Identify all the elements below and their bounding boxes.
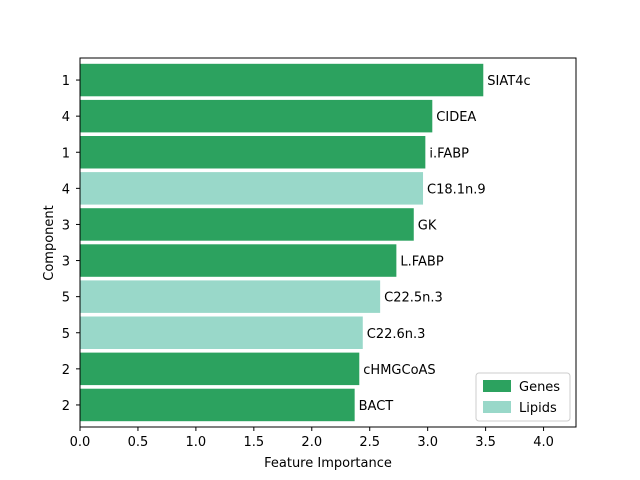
x-tick-label: 3.5 xyxy=(475,435,496,450)
bar-cidea xyxy=(80,99,433,133)
plot-frame xyxy=(79,57,577,428)
y-axis-label: Component xyxy=(42,205,57,280)
legend-swatch-genes xyxy=(483,380,511,392)
x-axis-label: Feature Importance xyxy=(264,456,392,471)
y-axis-ticks: 1 4 1 4 3 3 5 5 2 2 xyxy=(62,74,80,414)
x-tick-label: 1.0 xyxy=(186,435,207,450)
bar-c22-5n-3 xyxy=(80,280,381,313)
bars-layer xyxy=(80,63,484,422)
y-tick-label: 4 xyxy=(62,182,70,197)
x-tick-label: 3.0 xyxy=(417,435,438,450)
bar-i-fabp xyxy=(80,136,426,169)
bar-l-fabp xyxy=(80,244,397,277)
bar-label: C18.1n.9 xyxy=(427,182,486,197)
x-tick-label: 2.0 xyxy=(301,435,322,450)
x-tick-label: 0.0 xyxy=(70,435,91,450)
bar-label: CIDEA xyxy=(436,110,476,125)
y-tick-label: 1 xyxy=(62,74,70,89)
bar-label: i.FABP xyxy=(429,146,469,161)
bar-label: C22.6n.3 xyxy=(367,327,426,342)
legend-label-lipids: Lipids xyxy=(519,401,557,416)
y-tick-label: 1 xyxy=(62,146,70,161)
bar-chmgcoas xyxy=(80,352,360,386)
bar-gk xyxy=(80,208,414,241)
bar-label: C22.5n.3 xyxy=(384,291,443,306)
y-tick-label: 5 xyxy=(62,291,70,306)
legend-swatch-lipids xyxy=(483,401,511,413)
legend: Genes Lipids xyxy=(475,372,571,422)
y-tick-label: 4 xyxy=(62,110,70,125)
y-tick-label: 3 xyxy=(62,218,70,233)
bar-label: L.FABP xyxy=(400,255,443,270)
bar-labels-layer: SIAT4c CIDEA i.FABP C18.1n.9 GK L.FABP C22.5n.… xyxy=(359,74,531,414)
bar-bact xyxy=(80,388,355,422)
bar-label: GK xyxy=(418,218,437,233)
bar-label: BACT xyxy=(359,399,394,414)
bar-label: cHMGCoAS xyxy=(363,363,435,378)
x-tick-label: 0.5 xyxy=(128,435,149,450)
y-tick-label: 5 xyxy=(62,327,70,342)
bar-label: SIAT4c xyxy=(487,74,530,89)
x-tick-label: 4.0 xyxy=(533,435,554,450)
x-axis-ticks: 0.0 0.5 1.0 1.5 2.0 2.5 3.0 3.5 4.0 xyxy=(70,427,554,450)
y-tick-label: 2 xyxy=(62,399,70,414)
bar-c18-1n-9 xyxy=(80,172,424,205)
x-tick-label: 2.5 xyxy=(359,435,380,450)
bar-c22-6n-3 xyxy=(80,316,363,349)
legend-label-genes: Genes xyxy=(519,380,560,395)
y-tick-label: 2 xyxy=(62,363,70,378)
y-tick-label: 3 xyxy=(62,255,70,270)
bar-siat4c xyxy=(80,63,484,97)
x-tick-label: 1.5 xyxy=(243,435,264,450)
